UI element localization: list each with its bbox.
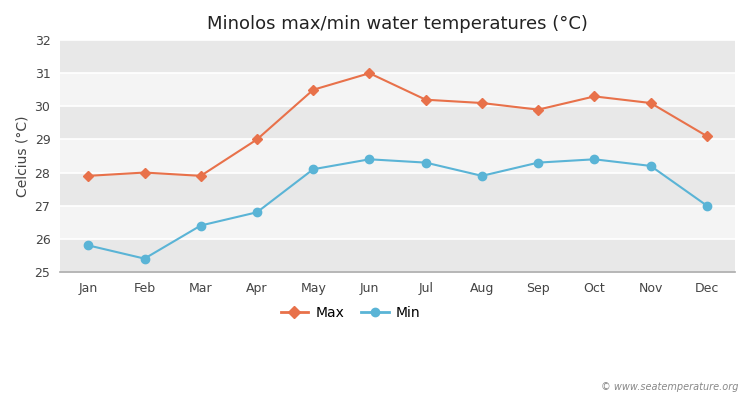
Bar (60, 206, 735, 239)
Bar (60, 106, 735, 140)
Bar (60, 172, 735, 206)
Y-axis label: Celcius (°C): Celcius (°C) (15, 115, 29, 197)
Bar (60, 239, 735, 272)
Bar (60, 40, 735, 73)
Legend: Max, Min: Max, Min (275, 300, 426, 325)
Text: © www.seatemperature.org: © www.seatemperature.org (602, 382, 739, 392)
Bar (60, 140, 735, 172)
Title: Minolos max/min water temperatures (°C): Minolos max/min water temperatures (°C) (207, 15, 588, 33)
Bar (60, 73, 735, 106)
